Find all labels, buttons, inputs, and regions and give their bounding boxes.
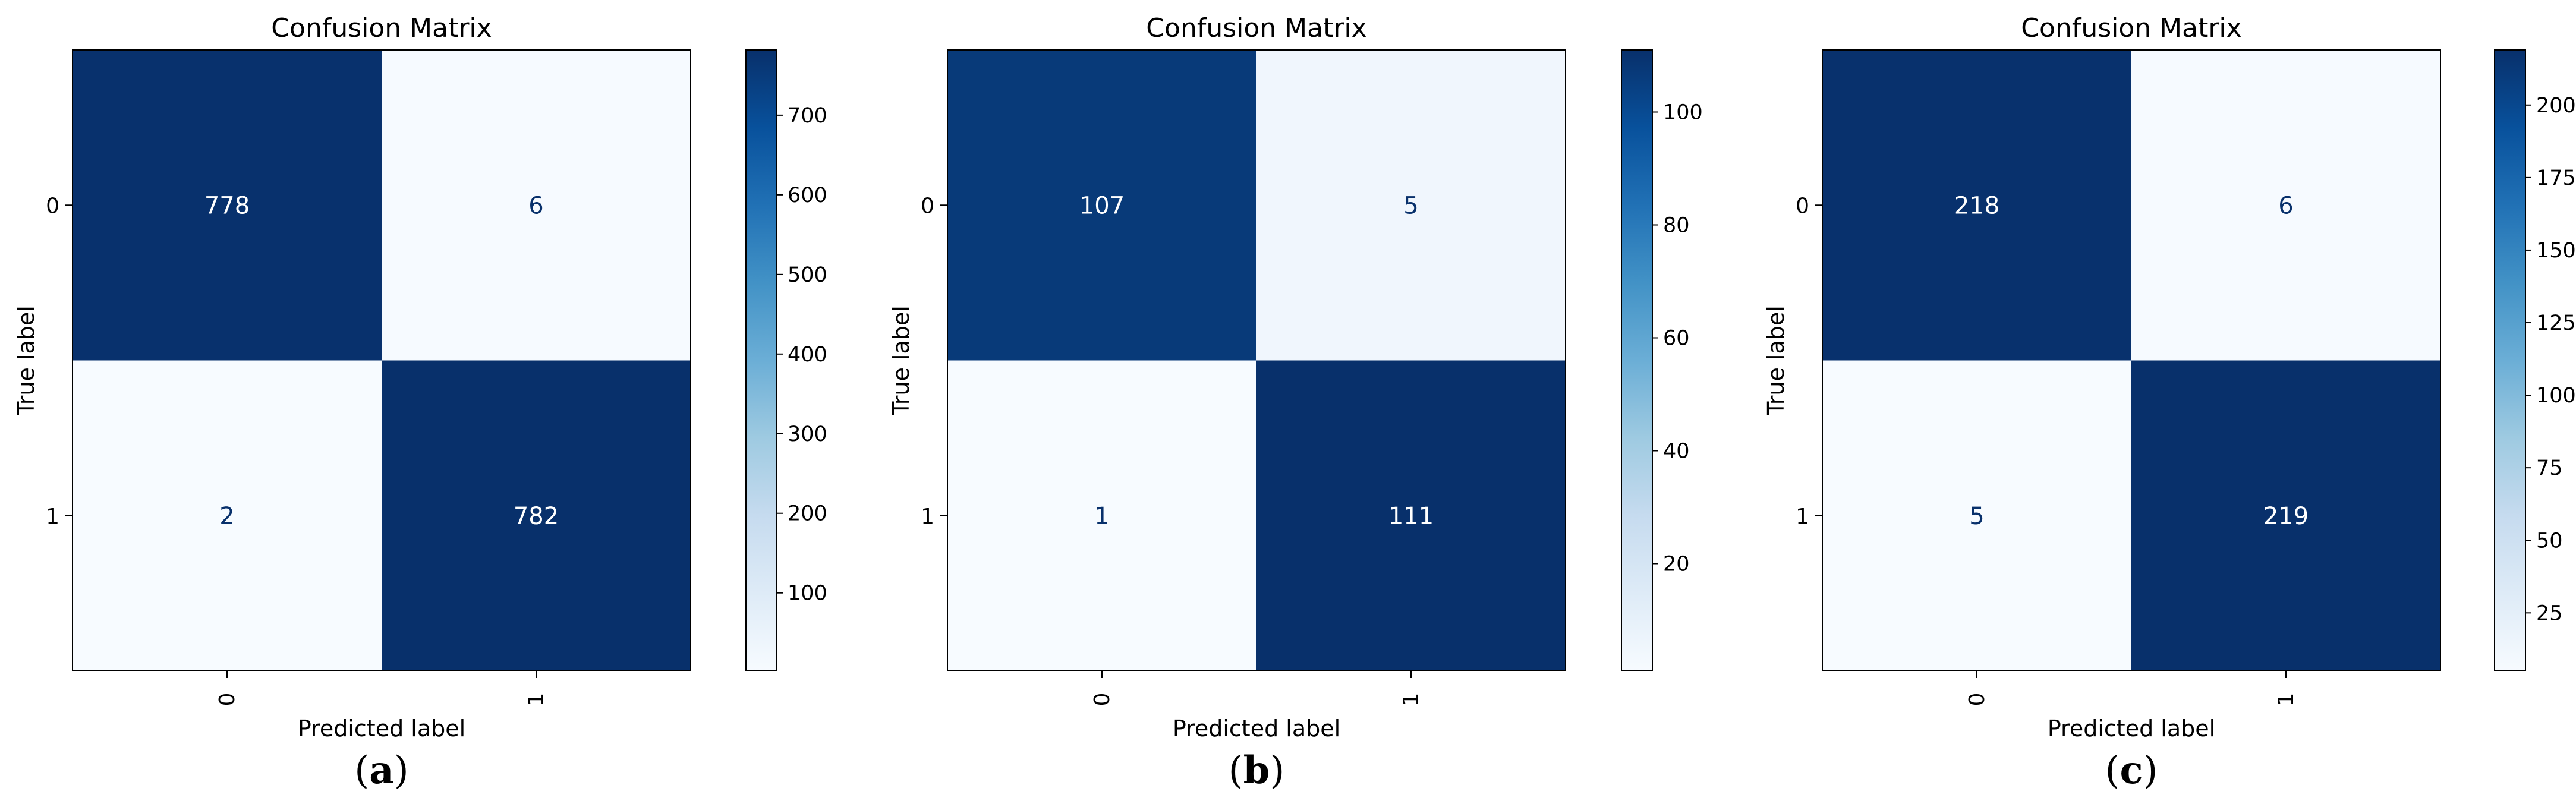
colorbar-tick-label: 60 [1663, 327, 1690, 351]
colorbar-tick-label: 700 [788, 104, 827, 128]
colorbar [1621, 49, 1653, 671]
colorbar-tick-label: 75 [2536, 456, 2563, 480]
cell-value-label: 6 [2278, 192, 2293, 219]
y-tick-label: 1 [46, 505, 59, 529]
matrix-cell [1256, 360, 1566, 671]
cell-value-label: 219 [2263, 503, 2309, 530]
panel-caption: (a) [354, 748, 408, 793]
x-axis-label: Predicted label [2048, 715, 2215, 742]
caption-letter: c [2120, 748, 2143, 793]
plot-frame [1822, 49, 2441, 671]
chart-title: Confusion Matrix [1146, 13, 1366, 43]
x-tick-label: 0 [1965, 693, 1989, 707]
colorbar-tick-label: 500 [788, 263, 827, 287]
matrix-cell [382, 50, 691, 361]
y-axis-label: True label [1763, 305, 1789, 416]
colorbar-tick-label: 100 [788, 582, 827, 606]
colorbar [745, 49, 777, 671]
plot-frame [72, 49, 691, 671]
cell-value-label: 1 [1094, 503, 1109, 530]
cell-value-label: 2 [219, 503, 234, 530]
caption-open-paren: ( [1229, 749, 1243, 793]
colorbar-tick-label: 50 [2536, 529, 2563, 553]
panel-caption: (b) [1229, 748, 1285, 793]
colorbar-tick-label: 80 [1663, 214, 1690, 238]
caption-open-paren: ( [354, 749, 369, 793]
matrix-cell [73, 50, 382, 361]
plot-frame [947, 49, 1566, 671]
caption-letter: b [1243, 748, 1270, 793]
x-tick-label: 1 [2274, 693, 2298, 707]
caption-close-paren: ) [1270, 749, 1284, 793]
y-axis-label: True label [888, 305, 914, 416]
matrix-cell [73, 360, 382, 671]
matrix-cell [947, 360, 1256, 671]
colorbar-tick-label: 150 [2536, 239, 2576, 263]
colorbar-tick-label: 100 [1663, 101, 1703, 125]
colorbar-tick-label: 400 [788, 343, 827, 367]
y-tick-label: 1 [921, 505, 934, 529]
x-tick-label: 0 [215, 693, 240, 707]
matrix-cell [2131, 50, 2440, 361]
y-tick-label: 0 [46, 194, 59, 218]
caption-close-paren: ) [2143, 749, 2158, 793]
colorbar-tick-label: 25 [2536, 601, 2563, 625]
colorbar [2494, 49, 2526, 671]
y-tick-label: 1 [1796, 505, 1809, 529]
panel-caption: (c) [2105, 748, 2158, 793]
colorbar-tick-label: 200 [788, 502, 827, 526]
colorbar-tick-label: 600 [788, 184, 827, 207]
cell-value-label: 5 [1403, 192, 1418, 219]
chart-title: Confusion Matrix [2021, 13, 2241, 43]
confusion-matrix-panel-a: Confusion Matrix 778 6 2 782 0 1 0 1 Predicted la… [13, 13, 827, 793]
chart-title: Confusion Matrix [271, 13, 492, 43]
cell-value-label: 6 [528, 192, 543, 219]
y-tick-label: 0 [1796, 194, 1809, 218]
matrix-cell [947, 50, 1256, 361]
cell-value-label: 111 [1388, 503, 1434, 530]
y-axis-label: True label [13, 305, 39, 416]
x-tick-label: 1 [1399, 693, 1424, 707]
matrix-cell [382, 360, 691, 671]
matrix-cell [2131, 360, 2440, 671]
colorbar-tick-label: 175 [2536, 166, 2576, 190]
x-tick-label: 1 [524, 693, 549, 707]
cell-value-label: 218 [1954, 192, 1999, 219]
colorbar-tick-label: 100 [2536, 384, 2576, 408]
cell-value-label: 5 [1969, 503, 1984, 530]
matrix-cell [1256, 50, 1566, 361]
x-tick-label: 0 [1090, 693, 1114, 707]
x-axis-label: Predicted label [298, 715, 465, 742]
colorbar-tick-label: 125 [2536, 311, 2576, 335]
y-tick-label: 0 [921, 194, 934, 218]
cell-value-label: 778 [204, 192, 250, 219]
cell-value-label: 107 [1079, 192, 1125, 219]
caption-open-paren: ( [2105, 749, 2120, 793]
matrix-cell [1822, 50, 2131, 361]
colorbar-tick-label: 300 [788, 423, 827, 446]
x-axis-label: Predicted label [1173, 715, 1340, 742]
matrix-cell [1822, 360, 2131, 671]
colorbar-tick-label: 40 [1663, 440, 1690, 464]
colorbar-tick-label: 20 [1663, 553, 1690, 576]
caption-close-paren: ) [394, 749, 409, 793]
confusion-matrix-panel-c: Confusion Matrix 218 6 5 219 0 1 0 1 Predicted la… [1763, 13, 2576, 793]
colorbar-tick-label: 200 [2536, 94, 2576, 118]
cell-value-label: 782 [514, 503, 559, 530]
caption-letter: a [369, 748, 393, 793]
